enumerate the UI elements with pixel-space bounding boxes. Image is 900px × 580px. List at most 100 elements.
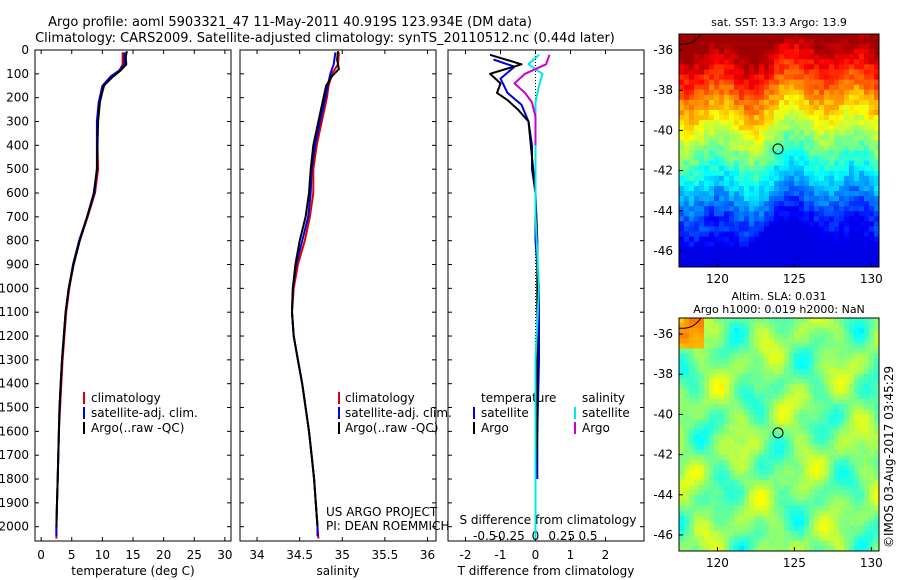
- heatmap-cell: [739, 155, 745, 162]
- heatmap-cell: [719, 378, 725, 385]
- heatmap-cell: [724, 434, 730, 441]
- heatmap-cell: [844, 480, 850, 486]
- heatmap-cell: [809, 59, 815, 65]
- heatmap-cell: [769, 150, 775, 157]
- heatmap-cell: [819, 59, 825, 65]
- heatmap-cell: [714, 515, 720, 522]
- heatmap-cell: [869, 191, 875, 197]
- heatmap-cell: [689, 449, 695, 456]
- heatmap-cell: [734, 424, 740, 431]
- heatmap-cell: [734, 383, 740, 390]
- heatmap-cell: [709, 515, 715, 522]
- heatmap-cell: [699, 145, 705, 152]
- heatmap-cell: [704, 104, 710, 111]
- heatmap-cell: [774, 125, 780, 131]
- heatmap-cell: [774, 535, 780, 542]
- heatmap-cell: [699, 130, 705, 136]
- heatmap-cell: [759, 241, 765, 248]
- heatmap-cell: [799, 206, 805, 212]
- heatmap-cell: [754, 490, 760, 496]
- heatmap-cell: [719, 44, 725, 50]
- heatmap-cell: [849, 241, 855, 248]
- heatmap-cell: [804, 185, 810, 192]
- heatmap-cell: [784, 515, 790, 522]
- heatmap-cell: [699, 454, 705, 461]
- heatmap-cell: [809, 535, 815, 542]
- heatmap-cell: [834, 318, 840, 324]
- heatmap-cell: [769, 130, 775, 136]
- heatmap-cell: [689, 170, 695, 177]
- heatmap-cell: [844, 419, 850, 425]
- heatmap-cell: [844, 206, 850, 212]
- heatmap-cell: [809, 251, 815, 258]
- heatmap-cell: [804, 515, 810, 522]
- heatmap-cell: [854, 175, 860, 182]
- heatmap-cell: [734, 409, 740, 415]
- heatmap-cell: [824, 323, 830, 329]
- heatmap-cell: [814, 165, 820, 172]
- heatmap-cell: [759, 44, 765, 50]
- heatmap-cell: [719, 540, 725, 547]
- heatmap-cell: [864, 39, 870, 45]
- heatmap-cell: [719, 485, 725, 491]
- heatmap-cell: [774, 180, 780, 187]
- heatmap-cell: [809, 414, 815, 420]
- heatmap-cell: [824, 343, 830, 349]
- heatmap-cell: [704, 318, 710, 324]
- heatmap-cell: [749, 125, 755, 131]
- heatmap-cell: [834, 165, 840, 172]
- heatmap-cell: [704, 338, 710, 344]
- heatmap-cell: [834, 475, 840, 481]
- heatmap-cell: [829, 469, 835, 476]
- heatmap-cell: [784, 358, 790, 365]
- heatmap-cell: [824, 49, 830, 55]
- heatmap-cell: [684, 338, 690, 344]
- heatmap-cell: [719, 530, 725, 537]
- heatmap-cell: [774, 104, 780, 111]
- heatmap-cell: [814, 480, 820, 486]
- heatmap-cell: [864, 348, 870, 355]
- heatmap-cell: [729, 256, 735, 263]
- heatmap-cell: [874, 140, 879, 147]
- heatmap-cell: [749, 490, 755, 496]
- heatmap-cell: [829, 520, 835, 527]
- heatmap-cell: [814, 170, 820, 177]
- legend-label-t-argo: Argo: [481, 421, 509, 435]
- heatmap-cell: [864, 500, 870, 507]
- heatmap-cell: [829, 358, 835, 365]
- heatmap-cell: [764, 135, 770, 141]
- heatmap-cell: [744, 419, 750, 425]
- heatmap-cell: [824, 520, 830, 527]
- heatmap-cell: [714, 393, 720, 400]
- heatmap-cell: [834, 500, 840, 507]
- heatmap-cell: [839, 185, 845, 192]
- heatmap-cell: [714, 333, 720, 339]
- heatmap-cell: [859, 94, 865, 101]
- heatmap-cell: [829, 424, 835, 431]
- heatmap-cell: [859, 399, 865, 405]
- heatmap-cell: [834, 216, 840, 223]
- heatmap-cell: [824, 419, 830, 425]
- heatmap-cell: [789, 170, 795, 177]
- heatmap-cell: [689, 490, 695, 496]
- heatmap-cell: [759, 363, 765, 370]
- heatmap-cell: [854, 64, 860, 71]
- heatmap-cell: [774, 388, 780, 395]
- heatmap-cell: [819, 231, 825, 238]
- heatmap-cell: [684, 475, 690, 481]
- heatmap-cell: [714, 485, 720, 491]
- heatmap-cell: [849, 439, 855, 446]
- heatmap-cell: [779, 419, 785, 425]
- heatmap-cell: [839, 84, 845, 91]
- heatmap-cell: [749, 39, 755, 45]
- heatmap-cell: [704, 191, 710, 197]
- heatmap-cell: [719, 74, 725, 81]
- heatmap-cell: [684, 115, 690, 121]
- heatmap-cell: [744, 515, 750, 522]
- heatmap-cell: [754, 155, 760, 162]
- heatmap-cell: [794, 414, 800, 420]
- heatmap-cell: [824, 216, 830, 223]
- heatmap-cell: [754, 261, 760, 267]
- heatmap-cell: [744, 79, 750, 86]
